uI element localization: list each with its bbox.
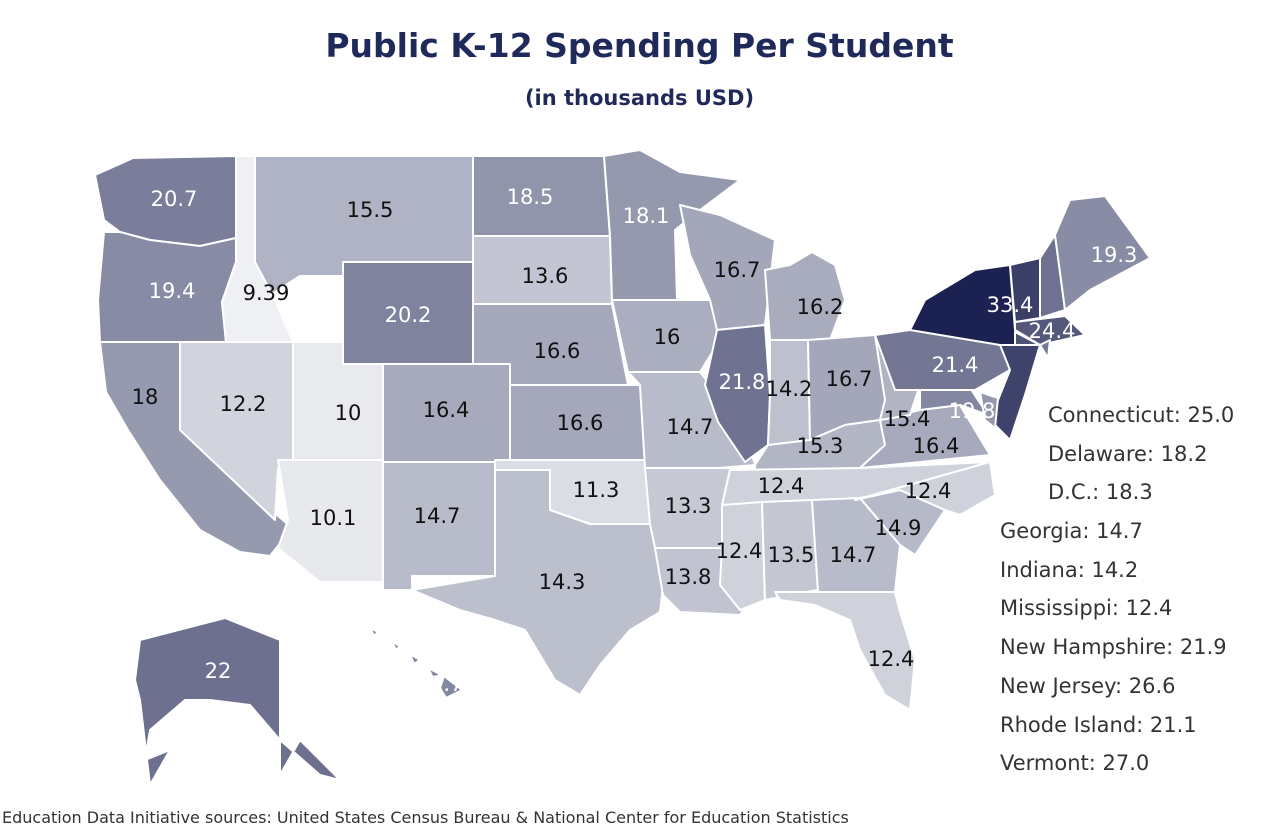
- value-label-california: 18: [132, 385, 159, 409]
- value-label-illinois: 21.8: [719, 370, 766, 394]
- callout-indiana: Indiana: 14.2: [1000, 557, 1139, 582]
- value-label-south-carolina: 14.9: [875, 516, 922, 540]
- map-subtitle: (in thousands USD): [524, 86, 755, 110]
- callout-new-jersey: New Jersey: 26.6: [1000, 673, 1176, 698]
- state-alaska: [134, 617, 341, 786]
- value-label-ohio: 16.7: [826, 367, 873, 391]
- value-label-west-virginia: 15.4: [884, 407, 931, 431]
- value-label-iowa: 16: [654, 325, 681, 349]
- state-georgia: [811, 497, 901, 593]
- source-note: Education Data Initiative sources: Unite…: [2, 808, 849, 827]
- value-label-nevada: 12.2: [220, 392, 267, 416]
- callout-vermont: Vermont: 27.0: [1000, 751, 1150, 776]
- value-label-arizona: 10.1: [310, 506, 357, 530]
- value-label-louisiana: 13.8: [665, 565, 712, 589]
- callout-rhode-island: Rhode Island: 21.1: [1000, 712, 1197, 737]
- state-north-carolina: [854, 461, 996, 516]
- value-label-new-york: 33.4: [987, 293, 1034, 317]
- callout-connecticut: Connecticut: 25.0: [1048, 403, 1235, 427]
- value-label-wyoming: 20.2: [385, 303, 432, 327]
- value-label-georgia: 14.7: [830, 543, 877, 567]
- callout-georgia: Georgia: 14.7: [1000, 519, 1143, 544]
- callout-new-hampshire: New Hampshire: 21.9: [1000, 635, 1227, 660]
- value-label-maryland: 19.8: [949, 399, 996, 423]
- value-label-kentucky: 15.3: [797, 434, 844, 458]
- state-maine: [1054, 195, 1151, 311]
- value-label-florida: 12.4: [868, 647, 915, 671]
- value-label-colorado: 16.4: [423, 398, 470, 422]
- value-label-alaska: 22: [205, 659, 232, 683]
- value-label-maine: 19.3: [1091, 243, 1138, 267]
- state-florida: [774, 591, 916, 711]
- value-label-nebraska: 16.6: [534, 339, 581, 363]
- value-label-oregon: 19.4: [149, 279, 196, 303]
- state-delaware: [979, 391, 999, 429]
- value-label-pennsylvania: 21.4: [932, 353, 979, 377]
- value-label-tennessee: 12.4: [758, 474, 805, 498]
- value-label-michigan: 16.2: [797, 295, 844, 319]
- value-label-texas: 14.3: [539, 570, 586, 594]
- value-label-montana: 15.5: [347, 198, 394, 222]
- callout-dc: D.C.: 18.3: [1048, 480, 1153, 505]
- value-label-massachusetts: 24.4: [1029, 319, 1076, 343]
- value-label-north-carolina: 12.4: [905, 479, 952, 503]
- callout-mississippi: Mississippi: 12.4: [1000, 596, 1173, 621]
- state-iowa: [611, 299, 721, 373]
- state-massachusetts: [1014, 315, 1086, 346]
- callout-list: Connecticut: 25.0 Delaware: 18.2 D.C.: 1…: [1000, 396, 1275, 783]
- value-label-missouri: 14.7: [667, 415, 714, 439]
- callout-delaware: Delaware: 18.2: [1048, 441, 1208, 466]
- value-label-arkansas: 13.3: [665, 494, 712, 518]
- value-label-virginia: 16.4: [913, 434, 960, 458]
- value-label-hawaii: 19.7: [417, 672, 464, 696]
- value-label-kansas: 16.6: [557, 411, 604, 435]
- value-label-mississippi: 12.4: [716, 539, 763, 563]
- value-label-utah: 10: [335, 401, 362, 425]
- value-label-indiana: 14.2: [766, 377, 813, 401]
- value-label-wisconsin: 16.7: [714, 258, 761, 282]
- value-label-north-dakota: 18.5: [507, 185, 554, 209]
- state-new-jersey: [989, 344, 1041, 441]
- value-label-south-dakota: 13.6: [522, 264, 569, 288]
- state-illinois: [704, 324, 771, 463]
- value-label-idaho: 9.39: [243, 281, 290, 305]
- state-hawaii: [369, 627, 463, 699]
- value-label-washington: 20.7: [151, 187, 198, 211]
- state-rhode-island: [1039, 339, 1051, 359]
- map-title: Public K-12 Spending Per Student: [325, 26, 954, 65]
- value-label-alabama: 13.5: [768, 543, 815, 567]
- state-texas: [411, 469, 666, 696]
- value-label-minnesota: 18.1: [623, 204, 670, 228]
- value-label-oklahoma: 11.3: [573, 478, 620, 502]
- value-label-new-mexico: 14.7: [414, 504, 461, 528]
